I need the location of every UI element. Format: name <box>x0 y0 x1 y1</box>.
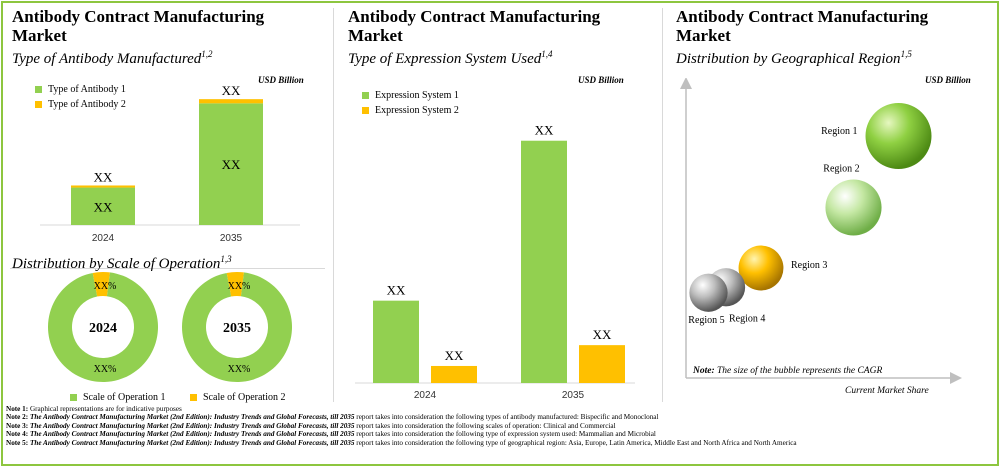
legend-expression-1: Expression System 1 <box>362 90 459 101</box>
panel2-subtitle: Type of Expression System Used1,4 <box>348 49 553 67</box>
bar-antibody-1 <box>71 187 135 225</box>
bubble-region-3 <box>738 245 784 291</box>
legend-swatch-green <box>70 394 77 401</box>
legend-swatch-green <box>35 86 42 93</box>
bubble-label: Region 4 <box>729 313 765 324</box>
bubble-region-2 <box>825 179 882 236</box>
panel3-title: Antibody Contract Manufacturing Market <box>676 7 929 45</box>
panel2-unit: USD Billion <box>578 75 624 85</box>
note-line: Note 4: The Antibody Contract Manufactur… <box>6 430 656 439</box>
x-tick-label: 2024 <box>414 390 437 400</box>
note-line: Note 3: The Antibody Contract Manufactur… <box>6 421 616 430</box>
bubble-label: Region 2 <box>823 164 859 175</box>
donut-slice-scale-1 <box>182 272 292 382</box>
data-label: XX <box>222 83 241 98</box>
bubble-note: Note: The size of the bubble represents … <box>693 366 883 376</box>
legend-swatch-green <box>362 92 369 99</box>
panel2-title: Antibody Contract Manufacturing Market <box>348 7 601 45</box>
panel3-unit: USD Billion <box>925 75 971 85</box>
data-label: XX% <box>228 364 251 375</box>
data-label: XX <box>387 283 406 298</box>
data-label: XX <box>222 157 241 172</box>
note-line: Note 2: The Antibody Contract Manufactur… <box>6 413 659 422</box>
divider-2 <box>662 8 663 402</box>
data-label: XX <box>94 199 113 214</box>
legend-antibody-2: Type of Antibody 2 <box>35 99 126 110</box>
data-label: XX <box>535 123 554 138</box>
donut-slice-scale-2 <box>226 272 244 297</box>
data-label: XX% <box>94 364 117 375</box>
legend-swatch-yellow <box>35 101 42 108</box>
x-axis-label: Current Market Share <box>845 386 929 396</box>
data-label: XX <box>445 348 464 363</box>
note-line: Note 1: Graphical representations are fo… <box>6 405 182 413</box>
donut-slice-scale-2 <box>92 272 110 297</box>
x-tick-label: 2035 <box>562 390 585 400</box>
footnotes: Note 1: Graphical representations are fo… <box>6 405 996 447</box>
legend-antibody-1: Type of Antibody 1 <box>35 84 126 95</box>
donut-center-label: 2024 <box>89 321 117 336</box>
panel3-subtitle: Distribution by Geographical Region1,5 <box>676 49 912 67</box>
panel-antibody-type: Antibody Contract Manufacturing Market T… <box>12 7 330 68</box>
donut-slice-scale-1 <box>47 272 158 382</box>
bar-expression-1 <box>521 140 567 383</box>
data-label: XX% <box>228 281 251 292</box>
panel1-divider <box>10 268 325 269</box>
scale-of-operation-donuts: 2024 XX% XX% 2035 XX% XX% <box>47 272 292 382</box>
bar-expression-1 <box>373 300 419 383</box>
data-label: XX <box>593 327 612 342</box>
donut-center-label: 2035 <box>223 321 251 336</box>
x-tick-label: 2024 <box>92 233 115 244</box>
divider-1 <box>333 8 334 402</box>
bar-expression-2 <box>431 365 477 383</box>
donut-subtitle: Distribution by Scale of Operation1,3 <box>12 254 232 272</box>
panel1-subtitle: Type of Antibody Manufactured1,2 <box>12 49 213 67</box>
bar-antibody-2 <box>71 185 135 188</box>
data-label: XX% <box>94 281 117 292</box>
bubble-region-5 <box>689 273 728 312</box>
bar-expression-2 <box>579 345 625 383</box>
region-bubble-chart: Region 1 Region 2 Region 3 Region 4 Region 5 <box>680 78 962 384</box>
legend-scale-1: Scale of Operation 1 <box>70 392 165 403</box>
antibody-type-bar-chart: XX XX 2024 XX XX 2035 <box>40 83 300 244</box>
bubble-label: Region 1 <box>821 126 857 137</box>
expression-system-bar-chart: XX XX 2024 XX XX 2035 <box>355 123 635 400</box>
panel-geography: Antibody Contract Manufacturing Market D… <box>676 7 986 68</box>
panel1-unit: USD Billion <box>258 75 304 85</box>
x-tick-label: 2035 <box>220 233 243 244</box>
legend-swatch-yellow <box>190 394 197 401</box>
bar-antibody-1 <box>199 103 263 225</box>
bubble-region-1 <box>865 103 932 169</box>
panel1-title: Antibody Contract Manufacturing Market <box>12 7 265 45</box>
data-label: XX <box>94 169 113 184</box>
note-line: Note 5: The Antibody Contract Manufactur… <box>6 438 797 447</box>
panel-expression-system: Antibody Contract Manufacturing Market T… <box>348 7 648 68</box>
bar-antibody-2 <box>199 99 263 104</box>
legend-scale-2: Scale of Operation 2 <box>190 392 285 403</box>
legend-expression-2: Expression System 2 <box>362 105 459 116</box>
bubble-label: Region 5 <box>688 315 724 326</box>
legend-swatch-yellow <box>362 107 369 114</box>
bubble-label: Region 3 <box>791 260 827 271</box>
